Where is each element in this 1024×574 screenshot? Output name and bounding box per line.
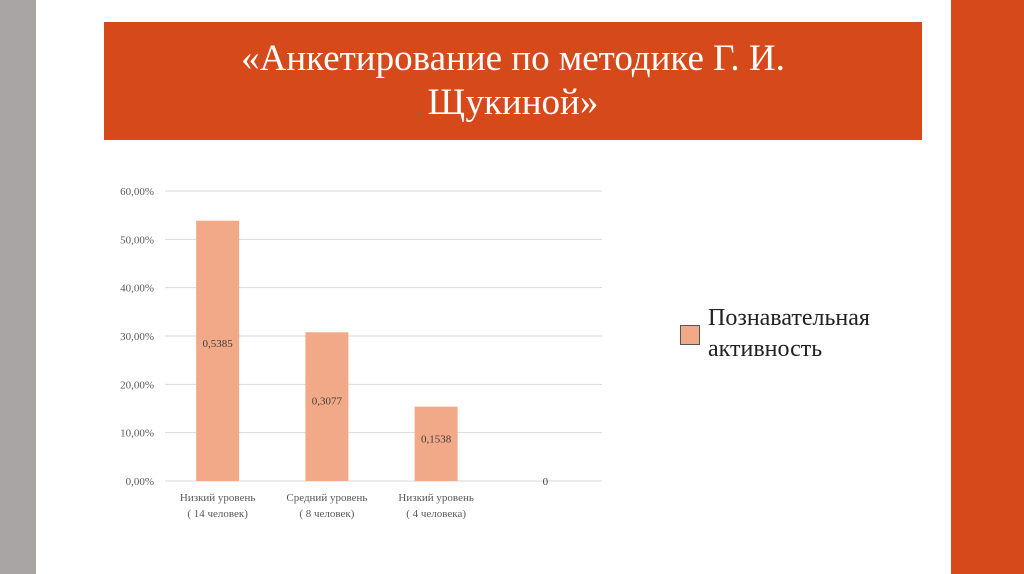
y-tick-label: 30,00% xyxy=(120,331,154,343)
bar xyxy=(305,332,349,481)
legend-swatch xyxy=(680,325,700,345)
bar xyxy=(414,406,458,481)
data-label: 0 xyxy=(543,476,549,488)
data-label: 0,3077 xyxy=(312,395,343,407)
y-tick-label: 40,00% xyxy=(120,283,154,295)
legend-label: Познавательная активность xyxy=(708,305,870,362)
right-decor-stripe xyxy=(951,0,1024,574)
x-tick-label: Низкий уровень xyxy=(398,492,473,504)
y-tick-label: 50,00% xyxy=(120,234,154,246)
data-label: 0,5385 xyxy=(203,338,234,350)
y-tick-label: 60,00% xyxy=(120,186,154,198)
x-tick-label: Средний уровень xyxy=(286,492,367,504)
slide-title: «Анкетирование по методике Г. И. Щукиной… xyxy=(241,38,785,123)
left-decor-stripe xyxy=(0,0,36,574)
chart-legend: Познавательная активность xyxy=(680,303,918,365)
y-tick-label: 0,00% xyxy=(126,476,154,488)
bar xyxy=(196,220,240,481)
data-label: 0,1538 xyxy=(421,434,452,446)
title-banner: «Анкетирование по методике Г. И. Щукиной… xyxy=(104,22,922,140)
x-tick-label: Низкий уровень xyxy=(180,492,255,504)
x-tick-label: ( 14 человек) xyxy=(187,508,248,520)
x-tick-label: ( 8 человек) xyxy=(299,508,354,520)
x-tick-label: ( 4 человека) xyxy=(406,508,466,520)
y-tick-label: 10,00% xyxy=(120,428,154,440)
y-tick-label: 20,00% xyxy=(120,379,154,391)
